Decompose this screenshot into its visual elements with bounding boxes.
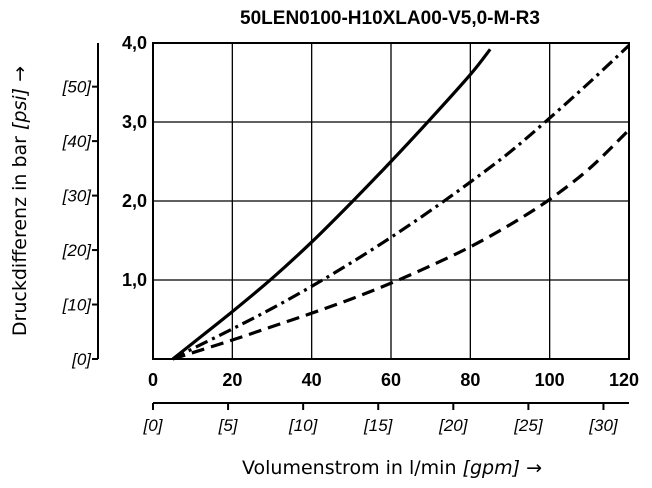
y-axis-title-text: Druckdifferenz in bar xyxy=(9,136,31,336)
x-tick-label: 40 xyxy=(302,370,322,390)
grid xyxy=(153,43,629,359)
x-axis-title-text: Volumenstrom in l/min xyxy=(242,457,457,479)
x-tick-label: 100 xyxy=(535,370,565,390)
series-line-dashdot xyxy=(172,44,631,361)
x-axis-title-arrow: → xyxy=(526,457,542,479)
x-tick-label: 20 xyxy=(222,370,242,390)
x-tick-label: 120 xyxy=(609,370,639,390)
gpm-tick-label: [0] xyxy=(143,416,164,435)
y-axis-title-unit: [psi] xyxy=(9,88,31,130)
gpm-tick-label: [25] xyxy=(513,416,544,435)
x-tick-label: 80 xyxy=(460,370,480,390)
y-axis-title: Druckdifferenz in bar [psi] → xyxy=(9,66,31,336)
x-tick-label: 60 xyxy=(381,370,401,390)
y-tick-labels-bar: 1,0 2,0 3,0 4,0 xyxy=(122,33,147,290)
y-tick-label: 3,0 xyxy=(122,112,147,132)
y-tick-label: 4,0 xyxy=(122,33,147,53)
gpm-tick-label: [5] xyxy=(218,416,239,435)
secondary-x-axis-gpm: [0] [5] [10] [15] [20] [25] [30] xyxy=(143,402,629,435)
psi-tick-label: [30] xyxy=(62,187,93,206)
y-tick-label: 1,0 xyxy=(122,270,147,290)
psi-tick-label: [0] xyxy=(71,350,92,369)
x-tick-label: 0 xyxy=(148,370,158,390)
x-axis-title: Volumenstrom in l/min [gpm] → xyxy=(242,457,542,479)
psi-tick-label: [50] xyxy=(62,78,93,97)
y-axis-title-arrow: → xyxy=(9,66,31,82)
psi-tick-label: [40] xyxy=(62,132,93,151)
chart-title: 50LEN0100-H10XLA00-V5,0-M-R3 xyxy=(240,8,540,29)
psi-tick-label: [20] xyxy=(62,241,93,260)
y-tick-label: 2,0 xyxy=(122,191,147,211)
series-group xyxy=(171,44,631,361)
series-line-dashed xyxy=(172,128,631,361)
gpm-tick-label: [15] xyxy=(363,416,394,435)
x-tick-labels-lmin: 0 20 40 60 80 100 120 xyxy=(148,370,639,390)
x-axis-title-unit: [gpm] xyxy=(463,457,520,479)
gpm-tick-label: [10] xyxy=(288,416,319,435)
gpm-tick-label: [20] xyxy=(438,416,469,435)
plot-frame xyxy=(152,42,630,360)
secondary-y-axis-psi: [0] [10] [20] [30] [40] [50] xyxy=(62,43,99,369)
series-line-solid xyxy=(171,48,492,361)
psi-tick-label: [10] xyxy=(62,296,93,315)
gpm-tick-label: [30] xyxy=(588,416,619,435)
